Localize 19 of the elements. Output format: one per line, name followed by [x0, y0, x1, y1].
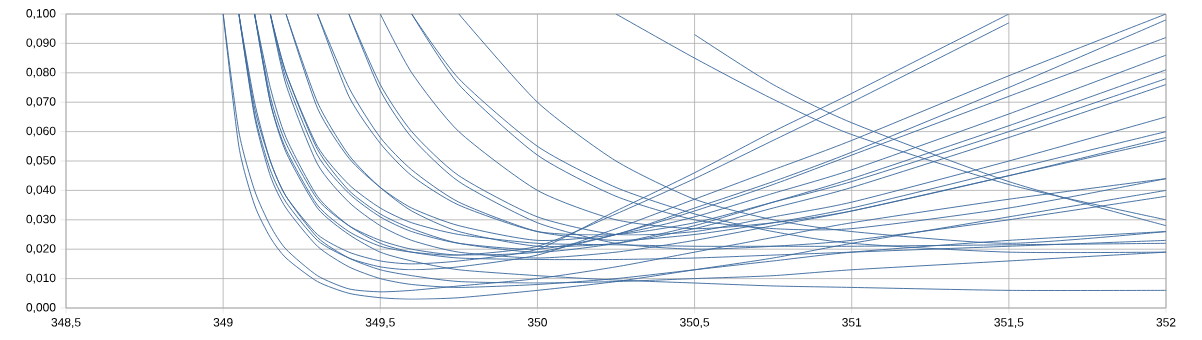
x-tick-label: 349 — [213, 318, 233, 327]
y-tick-label: 0,010 — [26, 273, 56, 284]
y-tick-label: 0,020 — [26, 244, 56, 255]
x-tick-label: 351,5 — [994, 318, 1024, 328]
x-tick-label: 349,5 — [365, 318, 395, 328]
x-tick-label: 348,5 — [51, 318, 81, 328]
y-tick-label: 0,090 — [26, 38, 56, 49]
y-tick-label: 0,030 — [26, 214, 56, 225]
x-tick-label: 352 — [1156, 318, 1176, 327]
y-tick-label: 0,000 — [26, 303, 56, 313]
y-tick-label: 0,040 — [26, 185, 56, 196]
y-tick-label: 0,100 — [26, 9, 56, 19]
y-tick-label: 0,080 — [26, 67, 56, 78]
y-tick-label: 0,060 — [26, 126, 56, 137]
y-tick-label: 0,050 — [26, 156, 56, 166]
x-tick-label: 350 — [527, 318, 547, 327]
x-tick-label: 351 — [842, 318, 862, 327]
y-tick-label: 0,070 — [26, 97, 56, 108]
x-tick-label: 350,5 — [680, 318, 710, 328]
